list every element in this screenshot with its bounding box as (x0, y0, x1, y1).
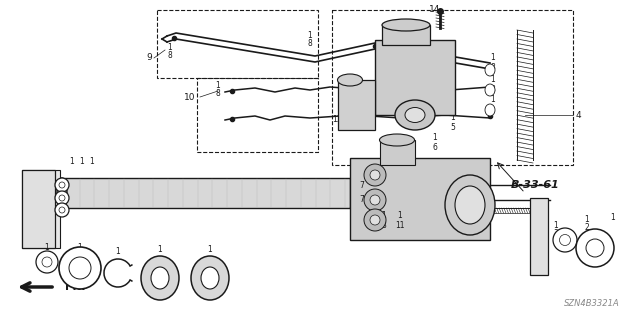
Text: 1: 1 (216, 80, 220, 90)
Ellipse shape (364, 164, 386, 186)
Text: B-33-61: B-33-61 (511, 180, 559, 190)
Text: 12: 12 (365, 123, 375, 132)
Text: 9: 9 (146, 54, 152, 63)
Text: 1: 1 (491, 95, 495, 105)
Ellipse shape (55, 191, 69, 205)
Text: 11: 11 (396, 220, 404, 229)
Bar (350, 158, 490, 240)
Ellipse shape (36, 251, 58, 273)
Text: 1: 1 (397, 211, 403, 219)
Bar (380, 140, 415, 165)
Bar (22, 170, 55, 248)
Text: 8: 8 (491, 63, 495, 72)
Text: 1: 1 (356, 114, 360, 122)
Ellipse shape (191, 256, 229, 300)
Ellipse shape (55, 203, 69, 217)
Text: 1: 1 (116, 248, 120, 256)
Text: 8: 8 (168, 51, 172, 61)
Ellipse shape (370, 170, 380, 180)
Text: 1: 1 (491, 54, 495, 63)
Ellipse shape (59, 207, 65, 213)
Text: 1: 1 (491, 76, 495, 85)
Text: 3: 3 (77, 251, 83, 261)
Text: 8: 8 (308, 39, 312, 48)
Text: 12: 12 (353, 123, 363, 132)
Ellipse shape (57, 178, 67, 208)
Ellipse shape (586, 239, 604, 257)
Ellipse shape (380, 134, 415, 146)
Ellipse shape (42, 257, 52, 267)
Text: 1: 1 (611, 213, 616, 222)
Ellipse shape (370, 215, 380, 225)
Ellipse shape (559, 234, 570, 246)
Ellipse shape (151, 267, 169, 289)
Text: 3: 3 (554, 228, 559, 238)
Text: 1: 1 (90, 158, 94, 167)
Bar (530, 198, 548, 275)
Text: 8: 8 (372, 220, 378, 229)
Text: 2: 2 (45, 251, 49, 261)
Ellipse shape (405, 108, 425, 122)
Ellipse shape (59, 247, 101, 289)
Text: 1: 1 (79, 158, 84, 167)
Ellipse shape (382, 19, 430, 31)
Text: 1: 1 (157, 244, 163, 254)
Text: 1: 1 (372, 211, 378, 219)
Bar (22, 170, 60, 248)
Ellipse shape (576, 229, 614, 267)
Ellipse shape (395, 100, 435, 130)
Text: 8: 8 (216, 88, 220, 98)
Ellipse shape (59, 195, 65, 201)
Text: 14: 14 (429, 5, 441, 14)
Text: 8: 8 (381, 220, 387, 229)
Bar (375, 40, 455, 115)
Ellipse shape (337, 74, 362, 86)
Text: 7: 7 (360, 181, 364, 189)
Text: 10: 10 (184, 93, 196, 101)
Text: 4: 4 (575, 110, 581, 120)
Bar (60, 178, 350, 208)
Text: 1: 1 (77, 243, 83, 253)
Ellipse shape (485, 104, 495, 116)
Ellipse shape (485, 84, 495, 96)
Bar (382, 25, 430, 45)
Ellipse shape (445, 175, 495, 235)
Text: 1: 1 (168, 43, 172, 53)
Ellipse shape (201, 267, 219, 289)
Text: 8: 8 (491, 85, 495, 94)
Ellipse shape (370, 195, 380, 205)
Text: 7: 7 (360, 196, 364, 204)
Text: 2: 2 (584, 224, 589, 233)
Ellipse shape (69, 257, 91, 279)
Text: 1: 1 (207, 244, 212, 254)
Text: 13: 13 (332, 115, 342, 124)
Ellipse shape (364, 189, 386, 211)
Text: 1: 1 (45, 243, 49, 253)
Ellipse shape (59, 182, 65, 188)
Text: 8: 8 (372, 108, 378, 116)
Text: 1: 1 (433, 133, 437, 143)
Ellipse shape (553, 228, 577, 252)
Text: 1: 1 (381, 211, 387, 219)
Ellipse shape (55, 178, 69, 192)
Text: 1: 1 (584, 216, 589, 225)
Text: 1: 1 (372, 100, 378, 108)
Text: 1: 1 (70, 158, 74, 167)
Text: 1: 1 (451, 114, 456, 122)
Ellipse shape (364, 209, 386, 231)
Ellipse shape (485, 64, 495, 76)
Ellipse shape (141, 256, 179, 300)
Text: SZN4B3321A: SZN4B3321A (564, 299, 620, 308)
Text: 1: 1 (308, 31, 312, 40)
Ellipse shape (455, 186, 485, 224)
Text: 1: 1 (554, 220, 558, 229)
Text: 5: 5 (451, 123, 456, 132)
Bar (338, 80, 375, 130)
Text: FR.: FR. (65, 282, 86, 292)
Text: 6: 6 (433, 144, 437, 152)
